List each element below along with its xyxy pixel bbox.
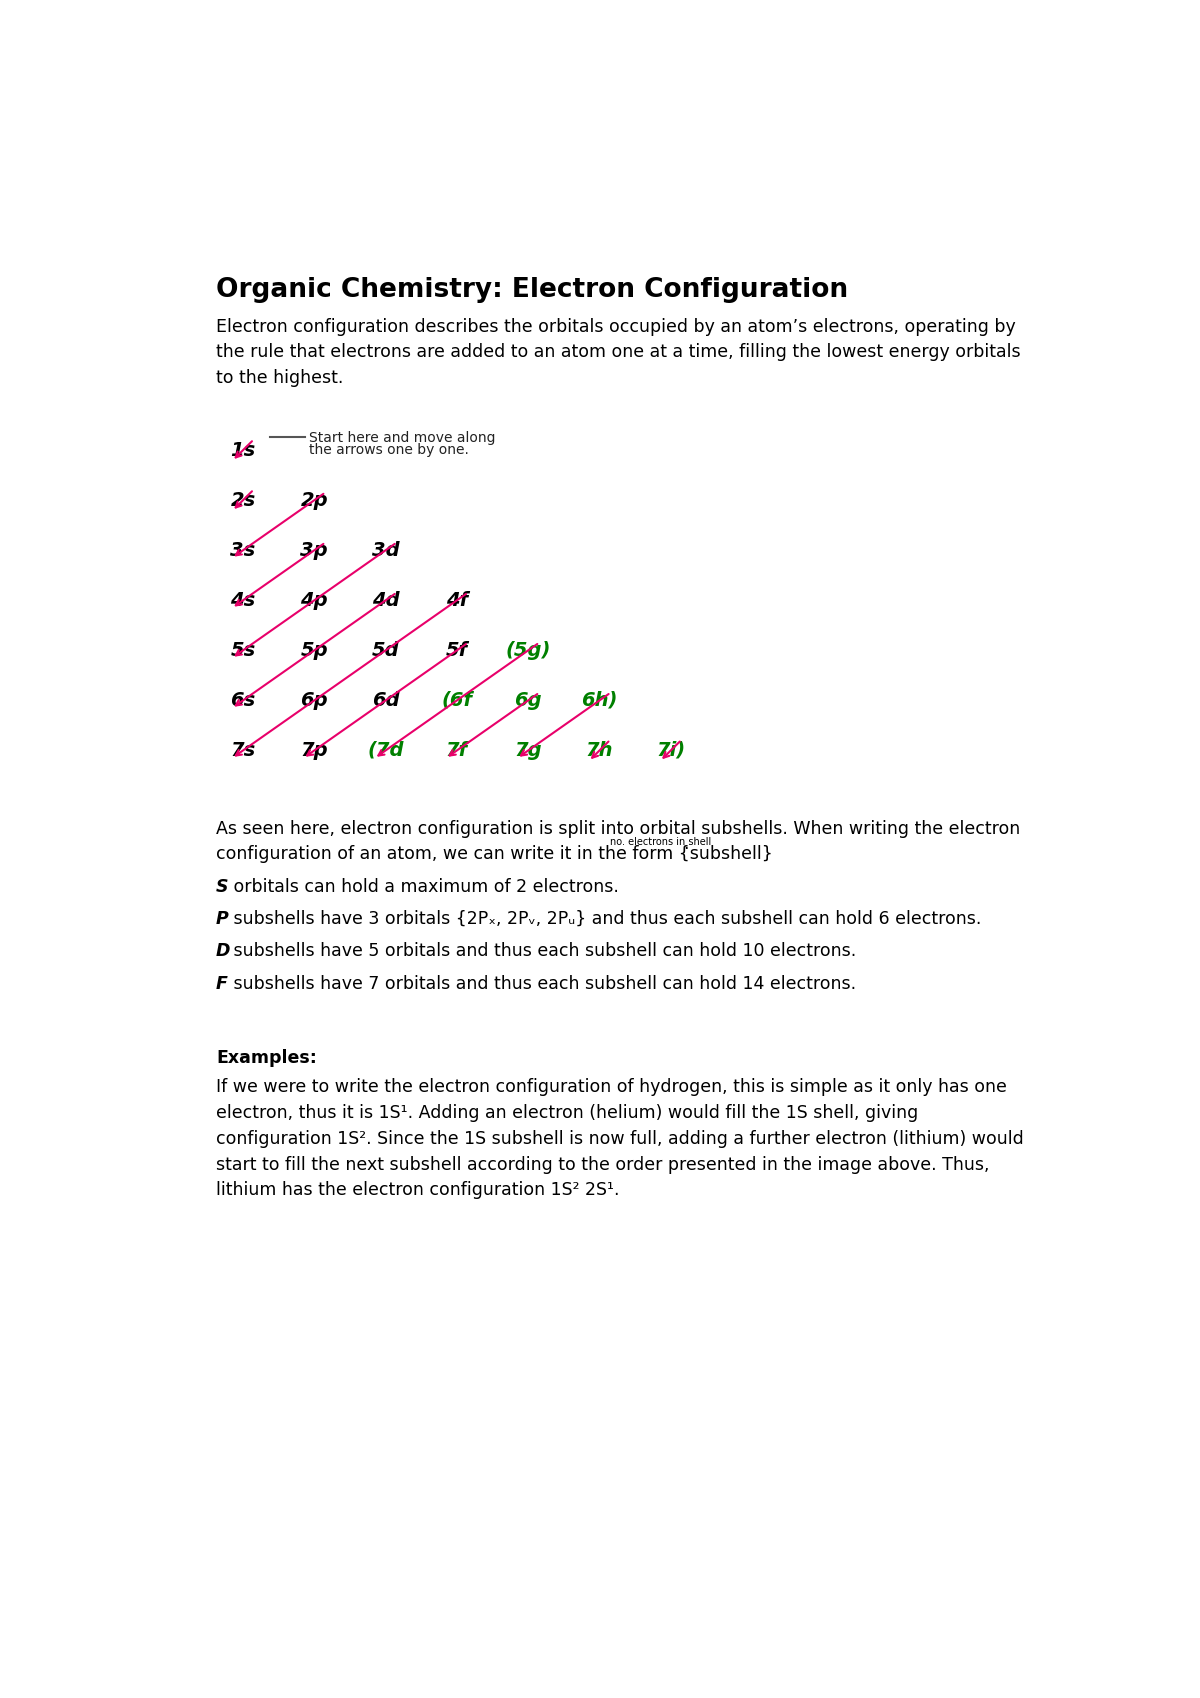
Text: 5p: 5p	[300, 640, 328, 661]
Text: (6f: (6f	[442, 691, 473, 710]
Text: If we were to write the electron configuration of hydrogen, this is simple as it: If we were to write the electron configu…	[216, 1078, 1024, 1199]
Text: 6p: 6p	[300, 691, 328, 710]
Text: orbitals can hold a maximum of 2 electrons.: orbitals can hold a maximum of 2 electro…	[228, 878, 619, 895]
Text: S: S	[216, 878, 228, 895]
Text: no. electrons in shell: no. electrons in shell	[610, 837, 710, 847]
Text: (5g): (5g)	[505, 640, 551, 661]
Text: 4f: 4f	[446, 591, 468, 610]
Text: 7s: 7s	[230, 740, 256, 761]
Text: 2s: 2s	[230, 491, 256, 509]
Text: 4s: 4s	[230, 591, 256, 610]
Text: 7g: 7g	[515, 740, 542, 761]
Text: (7d: (7d	[367, 740, 404, 761]
Text: Examples:: Examples:	[216, 1049, 317, 1068]
Text: F: F	[216, 975, 228, 993]
Text: 1s: 1s	[230, 441, 256, 460]
Text: 7f: 7f	[446, 740, 468, 761]
Text: 7h: 7h	[586, 740, 613, 761]
Text: 6s: 6s	[230, 691, 256, 710]
Text: 7p: 7p	[300, 740, 328, 761]
Text: subshells have 3 orbitals {2Pₓ, 2Pᵥ, 2Pᵤ} and thus each subshell can hold 6 elec: subshells have 3 orbitals {2Pₓ, 2Pᵥ, 2Pᵤ…	[228, 910, 982, 927]
Text: 5s: 5s	[230, 640, 256, 661]
Text: 4d: 4d	[372, 591, 400, 610]
Text: 3s: 3s	[230, 540, 256, 560]
Text: subshells have 5 orbitals and thus each subshell can hold 10 electrons.: subshells have 5 orbitals and thus each …	[228, 942, 857, 959]
Text: 2p: 2p	[300, 491, 328, 509]
Text: 6g: 6g	[515, 691, 542, 710]
Text: subshells have 7 orbitals and thus each subshell can hold 14 electrons.: subshells have 7 orbitals and thus each …	[228, 975, 857, 993]
Text: P: P	[216, 910, 229, 927]
Text: .: .	[683, 835, 689, 852]
Text: 6d: 6d	[372, 691, 400, 710]
Text: 4p: 4p	[300, 591, 328, 610]
Text: 3p: 3p	[300, 540, 328, 560]
Text: As seen here, electron configuration is split into orbital subshells. When writi: As seen here, electron configuration is …	[216, 820, 1020, 864]
Text: Start here and move along: Start here and move along	[308, 431, 496, 445]
Text: 5f: 5f	[446, 640, 468, 661]
Text: 5d: 5d	[372, 640, 400, 661]
Text: 3d: 3d	[372, 540, 400, 560]
Text: Organic Chemistry: Electron Configuration: Organic Chemistry: Electron Configuratio…	[216, 277, 848, 302]
Text: 6h): 6h)	[581, 691, 618, 710]
Text: 7i): 7i)	[656, 740, 685, 761]
Text: the arrows one by one.: the arrows one by one.	[308, 443, 469, 457]
Text: D: D	[216, 942, 230, 959]
Text: Electron configuration describes the orbitals occupied by an atom’s electrons, o: Electron configuration describes the orb…	[216, 318, 1020, 387]
